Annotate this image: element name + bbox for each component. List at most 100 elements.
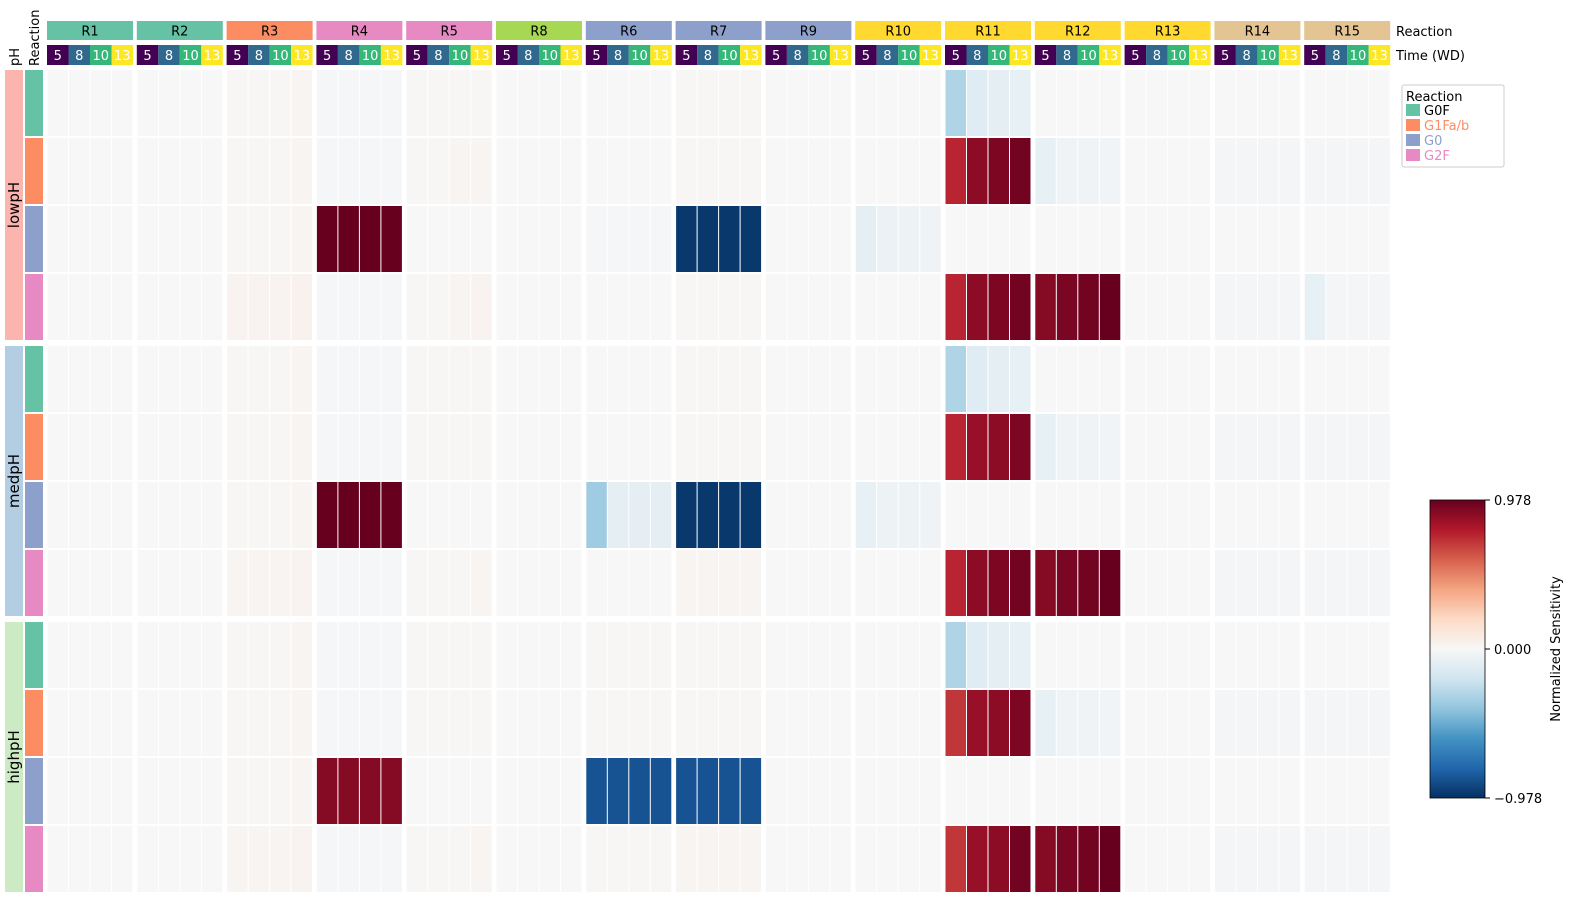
heatmap-cell (1347, 70, 1369, 136)
heatmap-cell (740, 758, 762, 824)
column-time-box (201, 45, 223, 65)
heatmap-cell (1078, 346, 1099, 412)
heatmap-cell (988, 482, 1009, 548)
heatmap-cell (1168, 138, 1189, 204)
heatmap-cell (1279, 482, 1300, 548)
column-time-box (136, 45, 159, 65)
heatmap-cell (808, 414, 830, 480)
column-time-box (1167, 45, 1190, 65)
column-time-label: 10 (452, 49, 469, 64)
column-time-box (628, 45, 651, 65)
heatmap-cell (650, 758, 672, 824)
heatmap-cell (945, 70, 966, 136)
heatmap-cell (1125, 690, 1146, 756)
heatmap-cell (920, 622, 941, 688)
column-time-box (697, 45, 719, 65)
column-time-label: 13 (832, 49, 849, 64)
heatmap-cell (1257, 346, 1279, 412)
heatmap-cell (830, 274, 851, 340)
heatmap-cell (1078, 206, 1099, 272)
heatmap-cell (988, 206, 1009, 272)
heatmap-cell (945, 758, 966, 824)
row-reaction-bar (25, 70, 43, 136)
column-time-box (718, 45, 741, 65)
heatmap-cell (1099, 138, 1121, 204)
heatmap-cell (650, 690, 672, 756)
heatmap-cell (381, 482, 402, 548)
heatmap-cell (406, 274, 428, 340)
heatmap-cell (338, 70, 359, 136)
heatmap-cell (877, 758, 898, 824)
heatmap-cell (316, 206, 338, 272)
heatmap-cell (1347, 274, 1369, 340)
heatmap-cell (69, 758, 90, 824)
heatmap-cell (1078, 274, 1099, 340)
heatmap-cell (338, 414, 359, 480)
heatmap-cell (112, 414, 133, 480)
heatmap-cell (1236, 826, 1257, 892)
column-time-label: 8 (883, 49, 891, 64)
heatmap-cell (719, 274, 740, 340)
heatmap-cell (201, 550, 223, 616)
heatmap-cell (338, 138, 359, 204)
heatmap-cell (920, 758, 941, 824)
column-time-box (829, 45, 852, 65)
heatmap-cell (1369, 274, 1390, 340)
heatmap-cell (629, 70, 650, 136)
heatmap-cell (406, 206, 428, 272)
heatmap-cell (227, 550, 248, 616)
heatmap-cell (607, 550, 629, 616)
heatmap-cell (830, 690, 851, 756)
heatmap-cell (740, 482, 762, 548)
heatmap-cell (1236, 690, 1257, 756)
heatmap-cell (180, 690, 201, 756)
column-time-box (808, 45, 830, 65)
legend-swatch (1406, 104, 1420, 116)
legend-label: G2F (1424, 149, 1450, 164)
heatmap-cell (1279, 206, 1300, 272)
heatmap-cell (1347, 622, 1369, 688)
heatmap-cell (291, 274, 313, 340)
heatmap-cell (988, 550, 1009, 616)
column-reaction-box-r9 (765, 21, 852, 40)
heatmap-cell (1304, 826, 1326, 892)
heatmap-cell (496, 138, 517, 204)
heatmap-cell (586, 138, 607, 204)
heatmap-cell (1035, 274, 1056, 340)
heatmap-cell (201, 826, 223, 892)
heatmap-cell (740, 70, 762, 136)
heatmap-cell (898, 826, 920, 892)
heatmap-cell (428, 274, 449, 340)
heatmap-cell (586, 206, 607, 272)
heatmap-cell (471, 550, 492, 616)
heatmap-cell (650, 274, 672, 340)
heatmap-cell (90, 550, 111, 616)
heatmap-cell (586, 70, 607, 136)
heatmap-cell (1214, 758, 1236, 824)
heatmap-cell (227, 274, 248, 340)
heatmap-cell (471, 826, 492, 892)
heatmap-cell (338, 274, 359, 340)
heatmap-cell (830, 414, 851, 480)
column-time-label: 10 (631, 49, 648, 64)
heatmap-cell (719, 138, 740, 204)
heatmap-cell (1078, 826, 1099, 892)
heatmap-cell (898, 690, 920, 756)
heatmap-cell (697, 690, 719, 756)
heatmap-cell (808, 346, 830, 412)
column-time-label: 10 (541, 49, 558, 64)
column-time-label: 13 (1281, 49, 1298, 64)
heatmap-cell (787, 206, 808, 272)
heatmap-cell (898, 622, 920, 688)
heatmap-cell (158, 482, 180, 548)
heatmap-cell (945, 550, 966, 616)
heatmap-cell (1078, 758, 1099, 824)
heatmap-cell (201, 346, 223, 412)
heatmap-cell (1304, 138, 1326, 204)
heatmap-cell (381, 414, 402, 480)
heatmap-cell (112, 138, 133, 204)
heatmap-cell (69, 70, 90, 136)
heatmap-cell (1304, 550, 1326, 616)
colorbar-gradient (1429, 499, 1486, 799)
